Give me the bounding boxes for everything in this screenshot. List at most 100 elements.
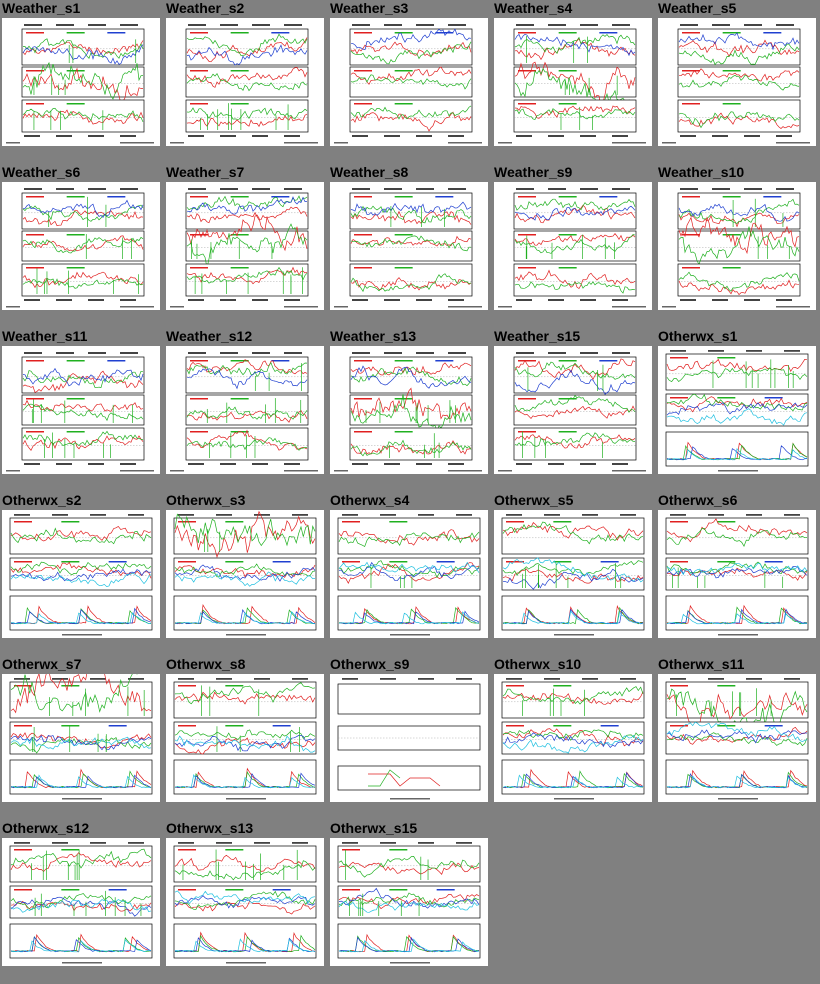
thumbnail-image[interactable] (494, 346, 652, 474)
header-tick-label (56, 188, 74, 190)
legend-mark (518, 70, 536, 72)
header-tick-label (746, 678, 762, 680)
thumbnail-image[interactable] (2, 674, 160, 802)
series-line (11, 770, 152, 789)
thumbnail-cell: Otherwx_s10 (492, 656, 656, 820)
series-line (666, 562, 808, 576)
thumbnail-image[interactable] (166, 674, 324, 802)
series-line (666, 729, 807, 744)
header-tick-label (448, 24, 466, 26)
footer-mark (284, 142, 318, 144)
legend-mark (518, 360, 536, 362)
footer-mark (226, 962, 266, 964)
thumbnail-image[interactable] (166, 346, 324, 474)
axis-tick-label (416, 463, 432, 465)
thumbnail-image[interactable] (658, 674, 816, 802)
legend-mark (717, 397, 736, 399)
thumbnail-image[interactable] (658, 18, 816, 146)
thumbnail-image[interactable] (2, 182, 160, 310)
header-tick-label (516, 24, 534, 26)
axis-tick-label (580, 299, 596, 301)
series-line (666, 367, 808, 383)
plot-panel (337, 557, 481, 591)
thumbnail-cell: Otherwx_s5 (492, 492, 656, 656)
thumbnail-cell: Otherwx_s15 (328, 820, 492, 984)
legend-mark (670, 685, 688, 687)
legend-mark (178, 889, 196, 891)
header-tick-label (292, 678, 308, 680)
legend-mark (518, 32, 536, 34)
plot-panel (21, 66, 145, 98)
thumbnail-image[interactable] (2, 510, 160, 638)
thumbnail-image[interactable] (2, 18, 160, 146)
series-line (666, 408, 808, 426)
thumbnail-image[interactable] (494, 182, 652, 310)
series-line (10, 936, 152, 953)
header-tick-label (580, 24, 598, 26)
axis-tick-label (24, 463, 40, 465)
series-line (22, 403, 144, 422)
header-tick-label (418, 842, 434, 844)
thumbnail-cell: Weather_s7 (164, 164, 328, 328)
series-line (502, 568, 644, 584)
legend-mark (230, 360, 249, 362)
legend-mark (553, 685, 572, 687)
thumbnail-image[interactable] (658, 182, 816, 310)
header-tick-label (784, 678, 800, 680)
thumbnail-image[interactable] (166, 838, 324, 966)
legend-mark (230, 70, 249, 72)
plot-panel (501, 517, 645, 555)
legend-mark (394, 234, 413, 236)
thumbnail-image[interactable] (2, 346, 160, 474)
series-line (514, 361, 636, 380)
plot-panel (337, 517, 481, 555)
legend-mark (26, 431, 44, 433)
legend-mark (682, 103, 700, 105)
thumbnail-image[interactable] (330, 346, 488, 474)
thumbnail-image[interactable] (494, 674, 652, 802)
thumbnail-image[interactable] (330, 674, 488, 802)
legend-mark (26, 398, 44, 400)
series-line (338, 900, 480, 913)
thumbnail-image[interactable] (330, 510, 488, 638)
thumbnail-image[interactable] (2, 838, 160, 966)
header-tick-label (24, 188, 42, 190)
series-line (666, 773, 808, 789)
thumbnail-image[interactable] (658, 510, 816, 638)
thumbnail-label: Weather_s7 (166, 164, 245, 180)
series-line (502, 568, 644, 590)
thumbnail-image[interactable] (658, 346, 816, 474)
axis-tick-label (220, 299, 236, 301)
series-line (350, 273, 472, 293)
plot-panel (349, 427, 473, 461)
header-tick-label (128, 678, 144, 680)
footer-mark (554, 634, 594, 636)
axis-tick-label (120, 135, 136, 137)
plot-panel (185, 192, 309, 230)
series-line (174, 563, 316, 578)
legend-mark (717, 521, 736, 523)
legend-mark (722, 70, 741, 72)
plot-panel (337, 595, 481, 631)
header-tick-label (612, 24, 630, 26)
thumbnail-image[interactable] (330, 18, 488, 146)
thumbnail-cell: Otherwx_s6 (656, 492, 820, 656)
thumbnail-image[interactable] (330, 182, 488, 310)
series-line (22, 399, 144, 412)
plot-panel (185, 263, 309, 297)
footer-mark (120, 142, 154, 144)
header-tick-label (744, 24, 762, 26)
thumbnail-image[interactable] (494, 18, 652, 146)
series-line (10, 612, 152, 625)
header-tick-label (56, 352, 74, 354)
thumbnail-image[interactable] (166, 18, 324, 146)
plot-panel (9, 517, 153, 555)
thumbnail-image[interactable] (494, 510, 652, 638)
thumbnail-image[interactable] (330, 838, 488, 966)
footer-mark (776, 306, 810, 308)
thumbnail-image[interactable] (166, 510, 324, 638)
legend-mark (225, 849, 244, 851)
thumbnail-image[interactable] (166, 182, 324, 310)
series-line (514, 37, 636, 61)
series-line (666, 358, 808, 373)
